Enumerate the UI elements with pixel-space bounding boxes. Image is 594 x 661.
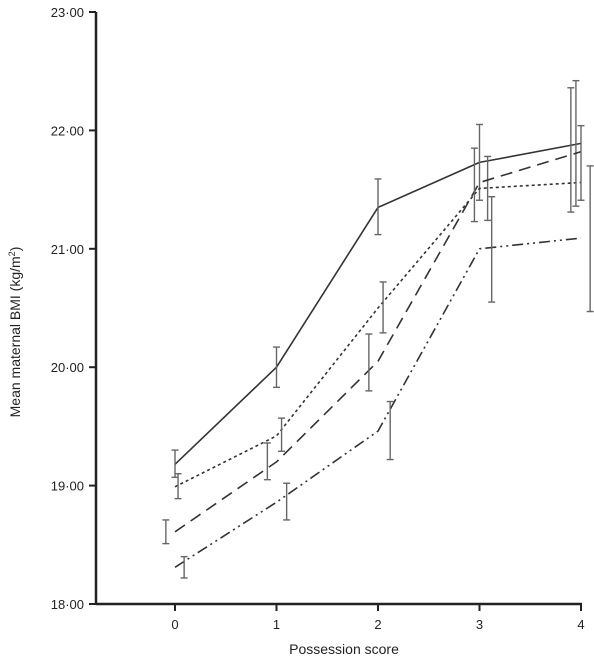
chart-marks [162,79,594,579]
y-axis-title-main: Mean maternal BMI (kg/m [7,256,23,417]
x-tick-label: 3 [476,617,483,632]
series-solid [171,87,582,479]
y-tick-label: 19·00 [51,479,84,494]
x-tick-label: 0 [171,617,178,632]
y-tick-label: 18·00 [51,597,84,612]
y-axis-title-sup: 2 [7,251,17,256]
y-tick-label: 20·00 [51,360,84,375]
x-tick-label: 2 [374,617,381,632]
chart-axes [94,12,582,606]
y-axis-title: Mean maternal BMI (kg/m2) [7,247,23,418]
series-line-dashed [174,150,582,533]
x-tick-label: 1 [273,617,280,632]
y-tick-label: 21·00 [51,242,84,257]
chart-ticks: 18·00 19·00 20·00 21·00 22·00 23·00 0 1 2 3 4 [51,5,585,632]
y-tick-label: 22·00 [51,123,84,138]
series-dotted [174,79,582,500]
series-line-dotted [174,181,582,488]
y-tick-label: 23·00 [51,5,84,20]
x-axis-title: Possession score [289,641,399,657]
series-line-dash-dot-dot [174,237,582,568]
series-dash-dot-dot [174,165,594,579]
y-axis-title-end: ) [7,247,23,252]
series-dashed [162,124,585,545]
x-tick-label: 4 [577,617,584,632]
